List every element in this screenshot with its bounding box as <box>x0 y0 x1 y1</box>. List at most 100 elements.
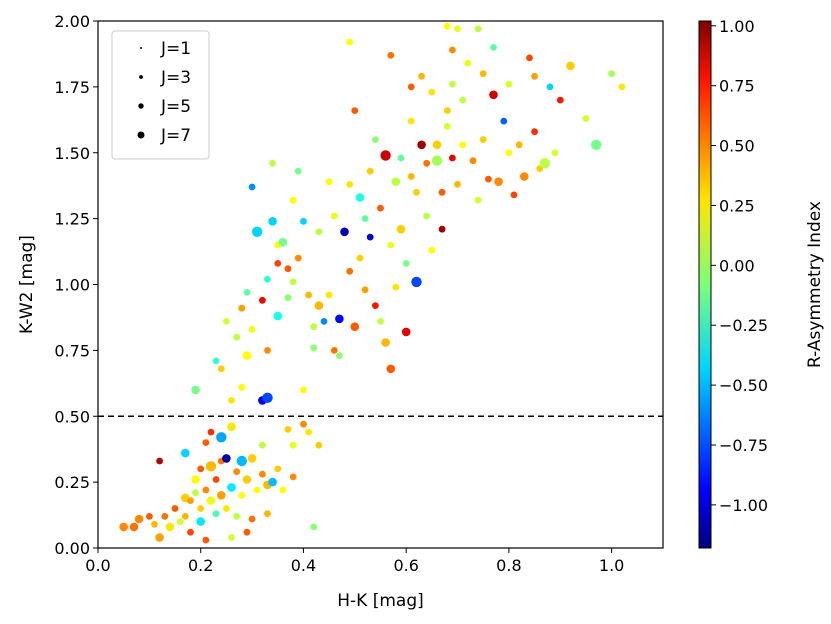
data-point <box>181 513 189 520</box>
x-tick-label: 1.0 <box>599 556 624 575</box>
y-tick-label: 0.75 <box>54 341 90 360</box>
legend-label: J=1 <box>160 39 191 59</box>
colorbar-tick-label: 0.00 <box>719 256 755 275</box>
data-point <box>350 322 360 332</box>
data-point <box>531 128 538 136</box>
data-point <box>176 518 184 525</box>
data-point <box>423 212 431 220</box>
data-point <box>238 304 246 312</box>
data-point <box>310 523 318 531</box>
y-tick-label: 1.75 <box>54 78 90 97</box>
data-point <box>202 536 210 544</box>
data-point <box>238 491 246 499</box>
data-point <box>454 25 461 33</box>
data-point <box>372 302 379 309</box>
data-point <box>243 289 251 296</box>
data-point <box>413 188 420 196</box>
data-point <box>505 80 513 88</box>
data-point <box>515 141 523 149</box>
data-point <box>346 267 354 275</box>
data-point <box>268 217 277 226</box>
data-point <box>330 212 338 220</box>
data-point <box>289 441 297 449</box>
x-axis-ticks: 0.0 0.2 0.4 0.6 0.8 1.0 <box>85 548 624 575</box>
data-point <box>197 505 205 512</box>
colorbar-ticks: 1.00 0.75 0.50 0.25 0.00 −0.25 −0.50 −0.75 −1.00 <box>711 17 768 515</box>
y-tick-label: 1.00 <box>54 276 90 295</box>
data-point <box>315 228 323 236</box>
data-point <box>423 159 431 167</box>
data-point <box>539 158 551 169</box>
data-point <box>278 238 288 247</box>
data-point <box>474 196 482 204</box>
legend-marker <box>137 131 145 139</box>
data-point <box>248 515 256 523</box>
data-point <box>247 454 257 463</box>
data-point <box>264 347 271 354</box>
data-point <box>366 233 374 241</box>
data-point <box>242 351 252 360</box>
colorbar-label: R-Asymmetry Index <box>805 201 825 368</box>
data-point <box>264 275 271 283</box>
data-point <box>274 465 282 473</box>
data-point <box>217 491 226 500</box>
data-point <box>217 365 225 373</box>
data-point <box>449 46 456 54</box>
data-point <box>407 173 415 180</box>
data-point <box>366 167 374 175</box>
data-point <box>356 254 364 262</box>
data-point <box>546 83 554 91</box>
data-point <box>387 51 395 59</box>
x-tick-label: 0.4 <box>291 556 316 575</box>
data-point <box>396 224 406 234</box>
data-point <box>566 61 575 71</box>
data-point <box>443 107 451 114</box>
data-point <box>443 123 451 130</box>
y-tick-label: 0.00 <box>54 539 90 558</box>
data-point <box>464 59 472 67</box>
data-point <box>236 455 247 467</box>
data-point <box>228 534 235 541</box>
data-point <box>196 517 205 526</box>
colorbar-tick-label: 0.50 <box>719 137 755 156</box>
data-point <box>386 364 396 374</box>
data-point <box>479 70 487 78</box>
data-point <box>355 193 365 202</box>
data-point <box>454 181 461 188</box>
data-point <box>500 117 508 125</box>
data-point <box>305 428 312 436</box>
data-point <box>300 420 307 428</box>
data-point <box>300 386 307 394</box>
data-point <box>401 327 411 337</box>
data-point <box>489 90 498 100</box>
data-point <box>407 83 415 91</box>
data-point <box>459 141 467 149</box>
x-tick-label: 0.2 <box>188 556 213 575</box>
data-point <box>161 513 169 520</box>
data-point <box>165 522 175 532</box>
data-point <box>381 338 390 347</box>
data-point <box>582 115 590 122</box>
data-point <box>222 454 231 463</box>
data-point <box>264 510 271 518</box>
data-point <box>216 432 227 443</box>
data-point <box>243 528 251 536</box>
y-tick-label: 1.25 <box>54 210 90 229</box>
data-point <box>407 117 415 125</box>
x-tick-label: 0.0 <box>85 556 110 575</box>
data-point <box>294 254 302 262</box>
data-point <box>197 465 205 473</box>
data-point <box>556 96 564 104</box>
data-point <box>526 54 533 62</box>
data-point <box>146 513 153 520</box>
data-point <box>274 260 282 267</box>
data-point <box>377 204 384 212</box>
colorbar <box>698 20 712 549</box>
data-point <box>191 475 200 484</box>
data-point <box>490 44 497 51</box>
legend: J=1 J=3 J=5 J=7 <box>111 30 210 160</box>
data-point <box>289 196 297 204</box>
data-point <box>268 477 277 487</box>
data-point <box>438 225 446 233</box>
